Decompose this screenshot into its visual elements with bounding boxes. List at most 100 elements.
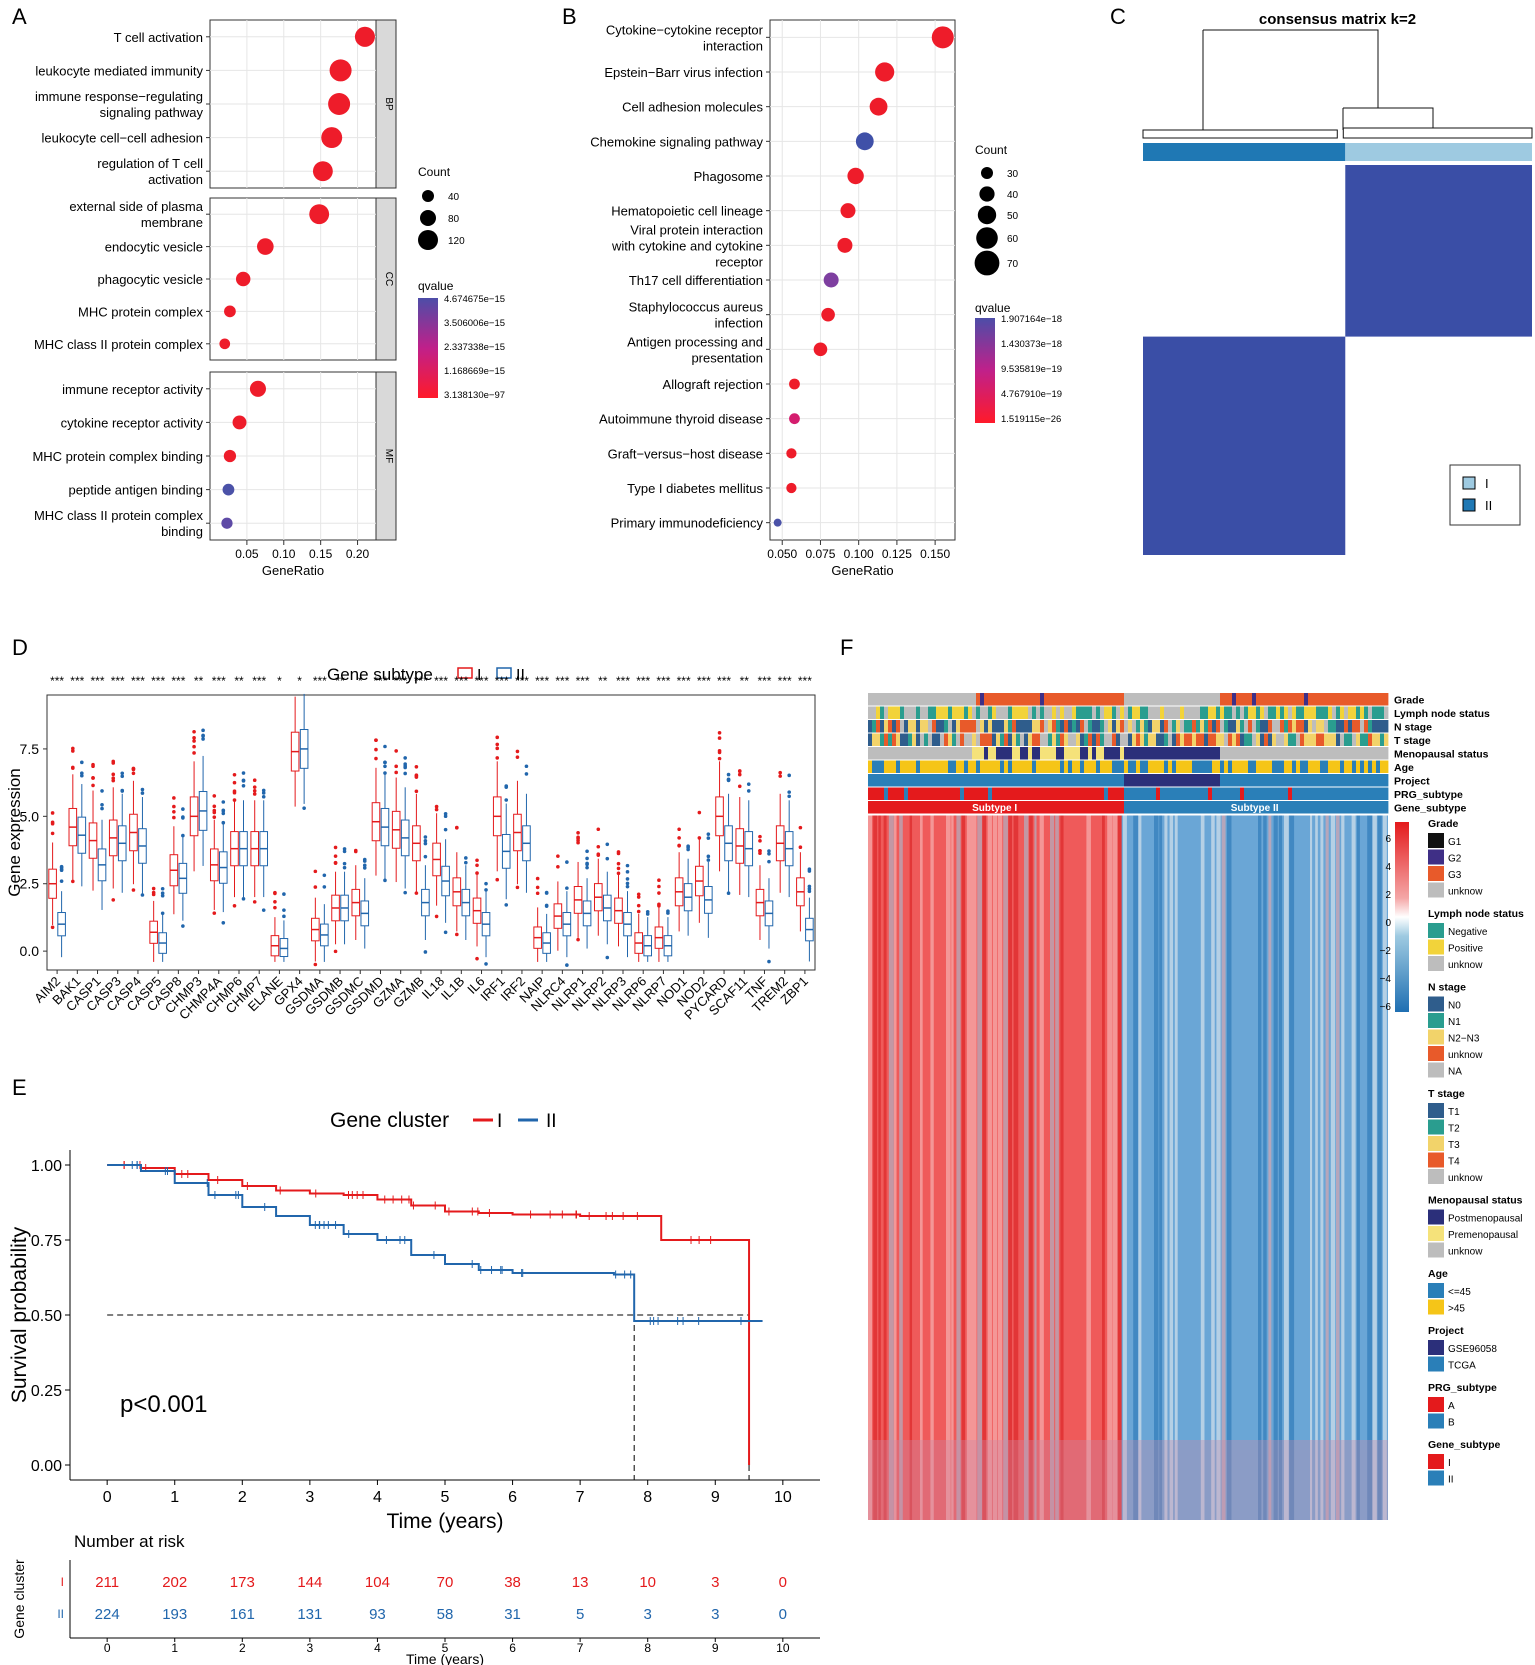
annotation-cell: [912, 760, 917, 773]
annotation-cell: [1060, 706, 1065, 719]
annotation-cell: [920, 693, 925, 706]
y-axis-title: Survival probability: [8, 1226, 31, 1403]
annotation-cell: [1216, 787, 1221, 800]
annotation-cell: [1308, 706, 1313, 719]
annotation-cell: [1204, 787, 1209, 800]
annotation-cell: [1016, 787, 1021, 800]
box-outlier: [100, 802, 104, 807]
annotation-cell: [956, 801, 961, 814]
box-outlier: [221, 800, 226, 804]
annotation-cell: [1344, 720, 1349, 733]
annotation-cell: [1140, 720, 1145, 733]
annotation-cell: [1024, 747, 1029, 760]
annotation-cell: [980, 693, 985, 706]
annotation-cell: [1056, 706, 1061, 719]
annotation-cell: [1348, 787, 1353, 800]
x-tick-label: 0.125: [882, 547, 912, 561]
annotation-cell: [1232, 693, 1237, 706]
annotation-cell: [1080, 720, 1085, 733]
annotation-cell: [1120, 801, 1125, 814]
annotation-cell: [1068, 720, 1073, 733]
annotation-cell: [1036, 801, 1041, 814]
significance-label: ***: [576, 674, 590, 688]
heatmap-column-texture: [972, 815, 977, 1520]
go-term-dot: [221, 517, 233, 529]
annotation-cell: [976, 706, 981, 719]
annotation-cell: [896, 787, 901, 800]
kegg-term-label: Viral protein interaction: [630, 222, 763, 237]
annotation-cell: [1056, 747, 1061, 760]
annotation-cell: [1120, 693, 1125, 706]
annotation-cell: [904, 693, 909, 706]
box-outlier: [475, 956, 479, 961]
annotation-cell: [1264, 720, 1269, 733]
annotation-cell: [1252, 801, 1257, 814]
panel-label-b: B: [562, 4, 577, 29]
box-outlier: [252, 785, 257, 789]
annotation-cell: [992, 706, 997, 719]
annotation-cell: [876, 693, 881, 706]
kegg-term-label: Epstein−Barr virus infection: [604, 65, 763, 80]
annotation-cell: [1204, 733, 1209, 746]
annotation-cell: [916, 693, 921, 706]
significance-label: **: [740, 674, 750, 688]
go-term-dot: [321, 127, 343, 149]
annotation-cell: [1076, 693, 1081, 706]
annotation-cell: [1244, 733, 1249, 746]
box-outlier: [221, 808, 226, 813]
annotation-cell: [936, 693, 941, 706]
annotation-cell: [896, 720, 901, 733]
legend-swatch: [1428, 866, 1444, 881]
heatmap-column-texture: [966, 815, 972, 1520]
go-term-dot: [309, 204, 330, 225]
annotation-cell: [1336, 760, 1341, 773]
annotation-cell: [1180, 801, 1185, 814]
box-outlier: [443, 814, 448, 819]
annotation-cell: [928, 787, 933, 800]
annotation-cell: [1200, 760, 1205, 773]
annotation-cell: [1084, 801, 1089, 814]
annotation-cell: [1108, 706, 1113, 719]
annotation-cell: [1020, 760, 1025, 773]
annotation-cell: [1128, 693, 1133, 706]
annotation-cell: [1008, 720, 1013, 733]
annotation-cell: [908, 760, 913, 773]
annotation-cell: [1140, 706, 1145, 719]
box-outlier: [717, 736, 722, 740]
annotation-cell: [1024, 720, 1029, 733]
annotation-cell: [888, 706, 893, 719]
annotation-cell: [1172, 720, 1177, 733]
annotation-cell: [956, 693, 961, 706]
annotation-cell: [1160, 733, 1165, 746]
annotation-cell: [1112, 760, 1117, 773]
count-legend-label: 50: [1007, 211, 1019, 222]
annotation-cell: [968, 801, 973, 814]
annotation-cell: [1076, 801, 1081, 814]
annotation-cell: [1336, 774, 1341, 787]
annotation-cell: [952, 801, 957, 814]
annotation-cell: [1068, 747, 1073, 760]
significance-label: **: [335, 674, 345, 688]
annotation-cell: [908, 706, 913, 719]
boxplot-frame: [46, 694, 816, 971]
box-outlier: [576, 840, 580, 845]
annotation-cell: [1116, 787, 1121, 800]
annotation-cell: [1200, 733, 1205, 746]
annotation-cell: [1252, 774, 1257, 787]
qvalue-legend-label: 9.535819e−19: [1001, 364, 1062, 375]
annotation-cell: [964, 693, 969, 706]
box-outlier: [726, 891, 731, 896]
annotation-row-label: N stage: [1394, 722, 1432, 734]
significance-label: ***: [171, 674, 185, 688]
annotation-cell: [920, 760, 925, 773]
go-term-label: signaling pathway: [100, 105, 204, 120]
box-outlier: [192, 751, 196, 755]
risk-x-tick-label: 0: [104, 1641, 111, 1655]
box-outlier: [241, 771, 246, 775]
annotation-cell: [1184, 774, 1189, 787]
annotation-cell: [1012, 760, 1017, 773]
annotation-cell: [1164, 760, 1169, 773]
annotation-cell: [1376, 693, 1381, 706]
annotation-cell: [1352, 774, 1357, 787]
